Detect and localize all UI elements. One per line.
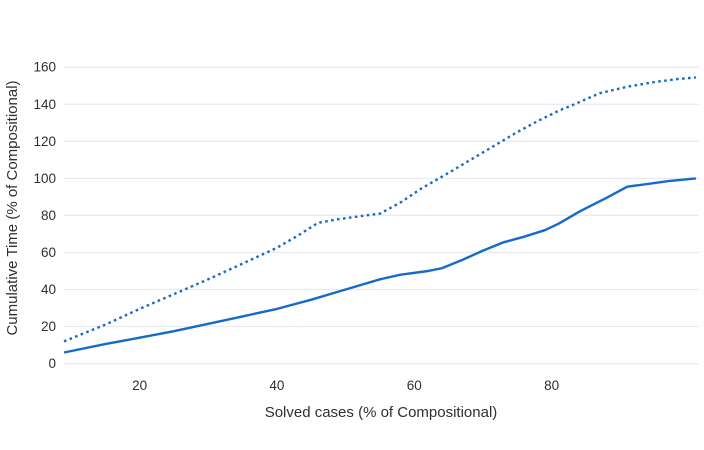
series-lines xyxy=(63,76,697,354)
y-tick-label: 100 xyxy=(33,171,56,186)
x-axis-title: Solved cases (% of Compositional) xyxy=(265,404,498,421)
x-axis-tick-labels: 20 40 60 80 xyxy=(132,378,559,393)
y-tick-label: 0 xyxy=(48,356,56,371)
y-tick-label: 120 xyxy=(33,134,56,149)
y-tick-label: 80 xyxy=(41,208,56,223)
series-line-dotted xyxy=(63,76,697,343)
x-tick-label: 80 xyxy=(544,378,559,393)
y-tick-label: 20 xyxy=(41,319,56,334)
y-tick-label: 160 xyxy=(33,60,56,75)
x-tick-label: 20 xyxy=(132,378,147,393)
y-axis-tick-labels: 0 20 40 60 80 100 120 140 160 xyxy=(33,60,56,371)
series-line-solid xyxy=(63,177,697,354)
x-tick-label: 40 xyxy=(269,378,284,393)
y-tick-label: 40 xyxy=(41,282,56,297)
gridlines xyxy=(64,66,699,365)
x-tick-label: 60 xyxy=(407,378,422,393)
y-axis-title: Cumulative Time (% of Compositional) xyxy=(4,80,21,335)
y-tick-label: 60 xyxy=(41,245,56,260)
y-tick-label: 140 xyxy=(33,97,56,112)
